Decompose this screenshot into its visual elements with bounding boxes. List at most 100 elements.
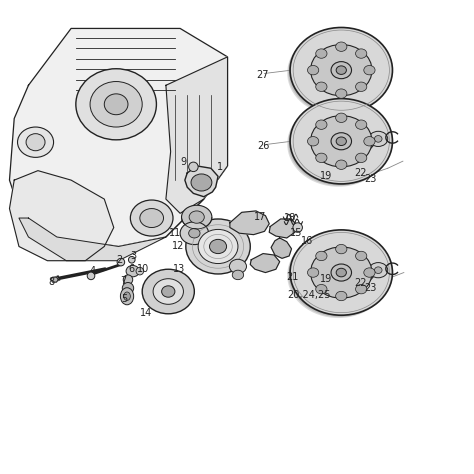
Text: 7: 7	[120, 275, 127, 286]
Ellipse shape	[356, 284, 367, 294]
Ellipse shape	[189, 228, 200, 238]
Ellipse shape	[90, 82, 142, 127]
Text: 23: 23	[365, 283, 377, 293]
Ellipse shape	[180, 222, 209, 245]
Ellipse shape	[316, 82, 327, 91]
Ellipse shape	[290, 27, 392, 113]
Text: 22: 22	[354, 278, 366, 289]
Polygon shape	[269, 219, 296, 238]
Text: 13: 13	[173, 264, 185, 274]
Ellipse shape	[289, 28, 392, 114]
Ellipse shape	[336, 292, 347, 301]
Polygon shape	[9, 171, 114, 261]
Ellipse shape	[124, 292, 130, 301]
Ellipse shape	[331, 264, 352, 281]
Text: 26: 26	[257, 141, 269, 151]
Ellipse shape	[120, 288, 134, 305]
Text: 5: 5	[121, 293, 128, 304]
Ellipse shape	[369, 263, 388, 278]
Text: 4: 4	[90, 266, 96, 276]
Ellipse shape	[288, 232, 391, 317]
Text: 20,24,25: 20,24,25	[287, 290, 331, 300]
Polygon shape	[166, 57, 228, 213]
Text: 8: 8	[48, 277, 54, 287]
Ellipse shape	[198, 229, 238, 264]
Text: 18: 18	[284, 213, 296, 223]
Polygon shape	[271, 238, 292, 258]
Ellipse shape	[229, 259, 246, 273]
Ellipse shape	[186, 219, 250, 274]
Ellipse shape	[308, 268, 319, 277]
Polygon shape	[9, 28, 228, 246]
Text: 11: 11	[169, 228, 182, 238]
Ellipse shape	[374, 136, 382, 142]
Circle shape	[122, 283, 134, 294]
Ellipse shape	[336, 66, 346, 74]
Text: 22: 22	[354, 168, 366, 178]
Ellipse shape	[189, 211, 204, 223]
Ellipse shape	[126, 265, 139, 277]
Text: 19: 19	[320, 171, 332, 182]
Ellipse shape	[142, 269, 194, 314]
Ellipse shape	[336, 245, 347, 254]
Ellipse shape	[336, 42, 347, 51]
Ellipse shape	[310, 45, 372, 96]
Ellipse shape	[356, 82, 367, 91]
Ellipse shape	[374, 267, 382, 273]
Ellipse shape	[140, 209, 164, 228]
Ellipse shape	[290, 99, 392, 184]
Ellipse shape	[351, 263, 374, 282]
Ellipse shape	[287, 233, 390, 318]
Ellipse shape	[351, 132, 374, 151]
Ellipse shape	[210, 239, 227, 254]
Text: 15: 15	[290, 228, 302, 238]
Circle shape	[128, 256, 135, 263]
Text: 1: 1	[218, 162, 223, 172]
Ellipse shape	[336, 137, 346, 146]
Text: 27: 27	[256, 70, 269, 80]
Ellipse shape	[316, 284, 327, 294]
Ellipse shape	[308, 65, 319, 75]
Ellipse shape	[232, 270, 244, 280]
Ellipse shape	[316, 120, 327, 129]
Ellipse shape	[356, 120, 367, 129]
Ellipse shape	[369, 131, 388, 146]
Circle shape	[293, 223, 302, 232]
Ellipse shape	[290, 230, 392, 315]
Ellipse shape	[310, 116, 372, 167]
Text: 12: 12	[172, 240, 184, 251]
Ellipse shape	[364, 268, 375, 277]
Text: 10: 10	[137, 264, 149, 274]
Ellipse shape	[130, 200, 173, 236]
Ellipse shape	[336, 268, 346, 277]
Ellipse shape	[308, 137, 319, 146]
Ellipse shape	[287, 101, 390, 187]
Ellipse shape	[76, 69, 156, 140]
Text: 21: 21	[287, 272, 299, 283]
Ellipse shape	[331, 62, 352, 79]
Ellipse shape	[357, 137, 368, 146]
Ellipse shape	[289, 100, 392, 185]
Ellipse shape	[26, 134, 45, 151]
Text: 17: 17	[254, 212, 266, 222]
Ellipse shape	[364, 65, 375, 75]
Ellipse shape	[356, 49, 367, 58]
Ellipse shape	[316, 49, 327, 58]
Circle shape	[136, 267, 144, 275]
Ellipse shape	[356, 153, 367, 163]
Ellipse shape	[287, 30, 390, 116]
Ellipse shape	[288, 100, 391, 186]
Circle shape	[189, 162, 198, 172]
Ellipse shape	[357, 268, 368, 277]
Circle shape	[87, 272, 95, 280]
Ellipse shape	[288, 29, 391, 115]
Ellipse shape	[18, 127, 54, 157]
Ellipse shape	[336, 160, 347, 169]
Ellipse shape	[191, 174, 212, 191]
Ellipse shape	[316, 153, 327, 163]
Text: 9: 9	[181, 157, 187, 167]
Ellipse shape	[289, 231, 392, 316]
Circle shape	[123, 275, 133, 284]
Ellipse shape	[316, 251, 327, 261]
Ellipse shape	[356, 251, 367, 261]
